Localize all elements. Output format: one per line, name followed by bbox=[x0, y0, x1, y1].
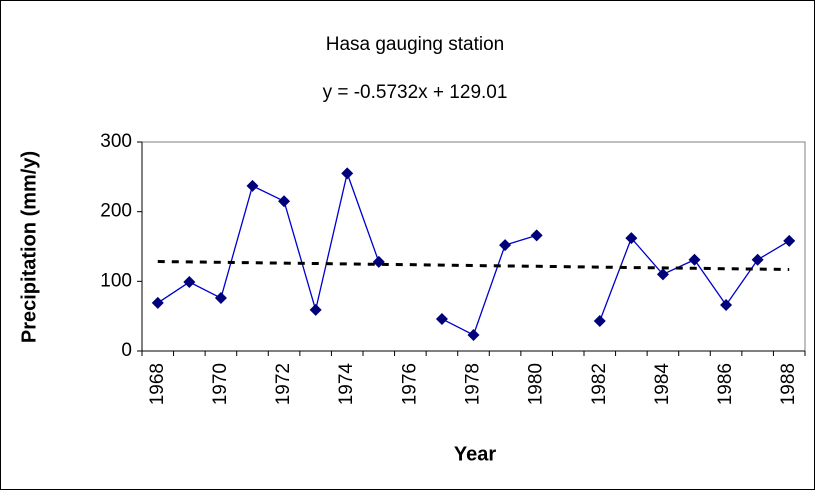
x-tick-label: 1984 bbox=[652, 363, 673, 406]
trend-equation: y = -0.5732x + 129.01 bbox=[323, 82, 508, 103]
data-point bbox=[341, 167, 354, 180]
y-tick-label: 300 bbox=[100, 131, 132, 152]
x-tick-label: 1974 bbox=[336, 363, 357, 406]
data-point bbox=[656, 268, 669, 281]
x-tick-label: 1968 bbox=[147, 363, 168, 405]
data-point bbox=[783, 234, 796, 247]
data-point bbox=[435, 312, 448, 325]
data-point bbox=[214, 292, 227, 305]
x-tick-label: 1986 bbox=[715, 363, 736, 405]
data-point bbox=[246, 179, 259, 192]
data-point bbox=[183, 276, 196, 289]
y-tick-label: 200 bbox=[100, 201, 132, 222]
data-point bbox=[151, 296, 164, 309]
data-point bbox=[467, 328, 480, 341]
x-tick-label: 1988 bbox=[778, 363, 799, 405]
x-axis-title: Year bbox=[454, 443, 496, 465]
data-point bbox=[530, 229, 543, 242]
y-tick-label: 0 bbox=[121, 340, 132, 361]
x-tick-label: 1982 bbox=[589, 363, 610, 405]
x-tick-label: 1980 bbox=[526, 363, 547, 405]
y-axis-title: Precipitation (mm/y) bbox=[18, 151, 40, 343]
x-tick-label: 1972 bbox=[273, 363, 294, 405]
data-point bbox=[309, 303, 322, 316]
data-point bbox=[593, 315, 606, 328]
x-tick-label: 1978 bbox=[463, 363, 484, 405]
data-point bbox=[751, 253, 764, 266]
y-tick-label: 100 bbox=[100, 270, 132, 291]
x-tick-label: 1970 bbox=[210, 363, 231, 405]
x-tick-label: 1976 bbox=[399, 363, 420, 405]
data-point bbox=[278, 195, 291, 208]
data-point bbox=[720, 299, 733, 312]
data-point bbox=[688, 253, 701, 266]
data-point bbox=[499, 239, 512, 252]
data-point bbox=[625, 232, 638, 245]
chart-title: Hasa gauging station bbox=[326, 34, 505, 55]
